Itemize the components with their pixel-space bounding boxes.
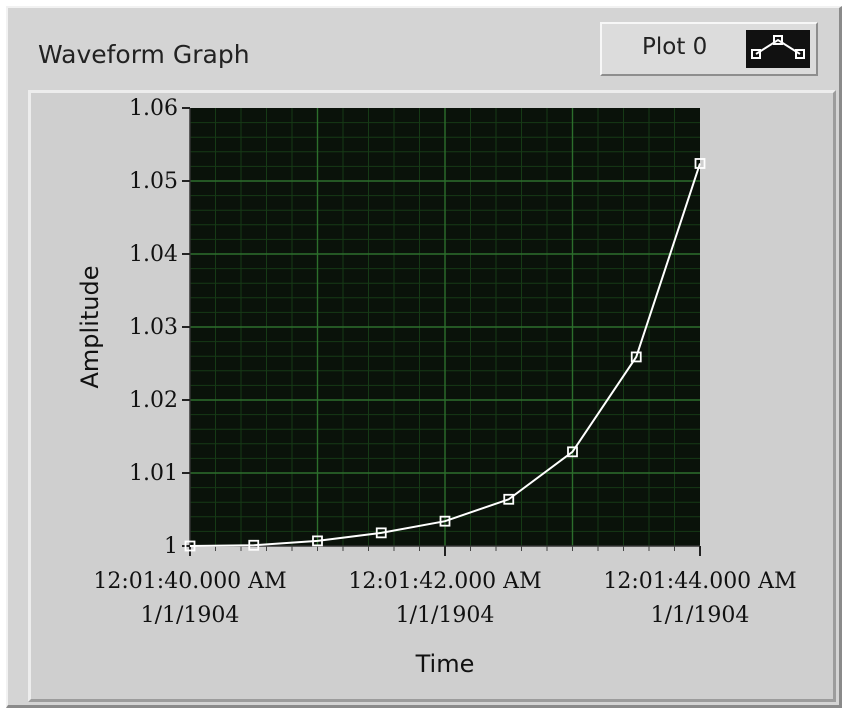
- data-point-marker: [439, 515, 451, 527]
- graph-title: Waveform Graph: [38, 40, 250, 69]
- y-tick-label: 1.02: [129, 388, 178, 413]
- y-tick-label: 1.04: [129, 242, 178, 267]
- axes: 1 1.01 1.02 1.03 1.04 1.05 1.06 12:01:40.000 AM…: [93, 96, 796, 628]
- x-tick-label: 1/1/1904: [141, 603, 240, 628]
- data-point-marker: [567, 446, 578, 458]
- y-tick-label: 1: [164, 534, 178, 559]
- series-line: [189, 163, 701, 547]
- x-tick-label: 12:01:44.000 AM: [603, 569, 796, 594]
- y-tick-label: 1.03: [129, 315, 178, 340]
- series-plot-0: [184, 158, 706, 552]
- plot-legend-label: Plot 0: [642, 34, 708, 60]
- y-tick-label: 1.05: [129, 169, 178, 194]
- data-point-marker: [184, 540, 196, 552]
- y-tick-label: 1.01: [129, 461, 178, 486]
- grid-major: [190, 108, 700, 546]
- x-tick-label: 12:01:42.000 AM: [348, 569, 541, 594]
- data-point-marker: [630, 351, 642, 363]
- plot-style-icon[interactable]: [746, 30, 810, 68]
- x-tick-label: 1/1/1904: [396, 603, 495, 628]
- data-point-marker: [694, 158, 706, 169]
- data-point-marker: [312, 535, 323, 547]
- x-axis-title: Time: [415, 650, 475, 678]
- x-tick-label: 12:01:40.000 AM: [93, 569, 286, 594]
- data-point-marker: [375, 527, 387, 539]
- plot-legend[interactable]: Plot 0: [600, 22, 818, 76]
- data-point-marker: [503, 493, 515, 505]
- data-point-marker: [248, 539, 260, 551]
- y-tick-label: 1.06: [129, 96, 178, 121]
- y-axis-title: Amplitude: [76, 266, 104, 389]
- x-tick-label: 1/1/1904: [651, 603, 750, 628]
